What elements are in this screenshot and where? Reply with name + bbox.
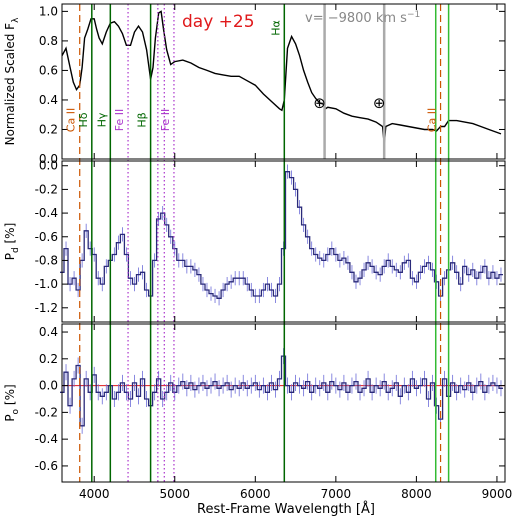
velocity-text: v= −9800 km s xyxy=(305,11,407,26)
epoch-label: day +25 xyxy=(182,12,255,32)
pd-ytick-label: -1.0 xyxy=(35,277,58,291)
flux-ylabel-main: Normalized Scaled F xyxy=(3,23,17,146)
line-label-0: Ca II xyxy=(65,108,78,132)
flux-ylabel-sub: λ xyxy=(11,17,21,23)
flux-ytick-label: 0.8 xyxy=(39,34,58,48)
line-label-7: Fe II xyxy=(159,109,172,131)
velocity-label: v= −9800 km s−1 xyxy=(305,10,420,26)
flux-ytick-label: 1.0 xyxy=(39,4,58,18)
po-ytick-label: -0.4 xyxy=(35,432,58,446)
po-ylabel-sub: o xyxy=(11,408,21,414)
xtick-label: 5000 xyxy=(159,487,190,501)
po-panel xyxy=(60,348,505,434)
pd-ytick-label: -0.8 xyxy=(35,253,58,267)
line-label-8: Hα xyxy=(269,20,282,36)
pd-panel xyxy=(60,164,503,306)
xtick-label: 4000 xyxy=(79,487,110,501)
line-label-3: Fe II xyxy=(113,109,126,131)
pd-series-line xyxy=(60,171,503,299)
po-ylabel-main: P xyxy=(3,414,17,421)
x-axis-label: Rest-Frame Wavelength [Å] xyxy=(197,501,375,517)
pd-ytick-label: -0.2 xyxy=(35,182,58,196)
flux-ylabel: Normalized Scaled Fλ xyxy=(3,17,21,145)
flux-ytick-label: 0.4 xyxy=(39,93,58,107)
line-markers xyxy=(79,4,450,482)
telluric-earth-icon-1: ⊕ xyxy=(373,94,386,112)
pd-ytick-label: -0.6 xyxy=(35,230,58,244)
po-ytick-label: 0.4 xyxy=(39,325,58,339)
po-ytick-label: -0.6 xyxy=(35,459,58,473)
pd-ytick-label: -0.4 xyxy=(35,206,58,220)
xtick-label: 9000 xyxy=(482,487,513,501)
pd-ylabel-sub: d xyxy=(11,247,21,253)
pd-frame xyxy=(61,160,506,323)
xtick-label: 7000 xyxy=(321,487,352,501)
velocity-exponent: −1 xyxy=(407,10,420,20)
po-ylabel: Po [%] xyxy=(3,384,21,421)
flux-ytick-label: 0.0 xyxy=(39,152,58,166)
xtick-label: 6000 xyxy=(240,487,271,501)
line-label-10: Ca II xyxy=(426,108,439,132)
telluric-earth-icon-0: ⊕ xyxy=(313,94,326,112)
line-label-2: Hγ xyxy=(95,112,108,127)
flux-series-line xyxy=(61,10,502,145)
line-label-4: Hβ xyxy=(136,112,149,127)
pd-ylabel-unit: [%] xyxy=(3,223,17,248)
po-series-line xyxy=(60,355,503,427)
po-ytick-label: 0.0 xyxy=(39,379,58,393)
pd-ytick-label: 0.0 xyxy=(39,159,58,173)
flux-frame xyxy=(61,3,506,160)
po-frame xyxy=(61,323,506,483)
po-ytick-label: -0.2 xyxy=(35,405,58,419)
flux-ytick-label: 0.6 xyxy=(39,63,58,77)
xtick-label: 8000 xyxy=(401,487,432,501)
panel-frames: 0.0 0.2 0.4 0.6 0.8 1.0 Normalized Scaled Fλ 0.… xyxy=(3,3,513,501)
pd-ylabel-main: P xyxy=(3,253,17,260)
pd-ylabel: Pd [%] xyxy=(3,223,21,261)
pd-ytick-label: -1.2 xyxy=(35,301,58,315)
line-label-1: Hδ xyxy=(77,112,90,127)
po-ytick-label: 0.2 xyxy=(39,352,58,366)
flux-panel xyxy=(61,10,502,145)
flux-ytick-label: 0.2 xyxy=(39,122,58,136)
po-ylabel-unit: [%] xyxy=(3,384,17,409)
